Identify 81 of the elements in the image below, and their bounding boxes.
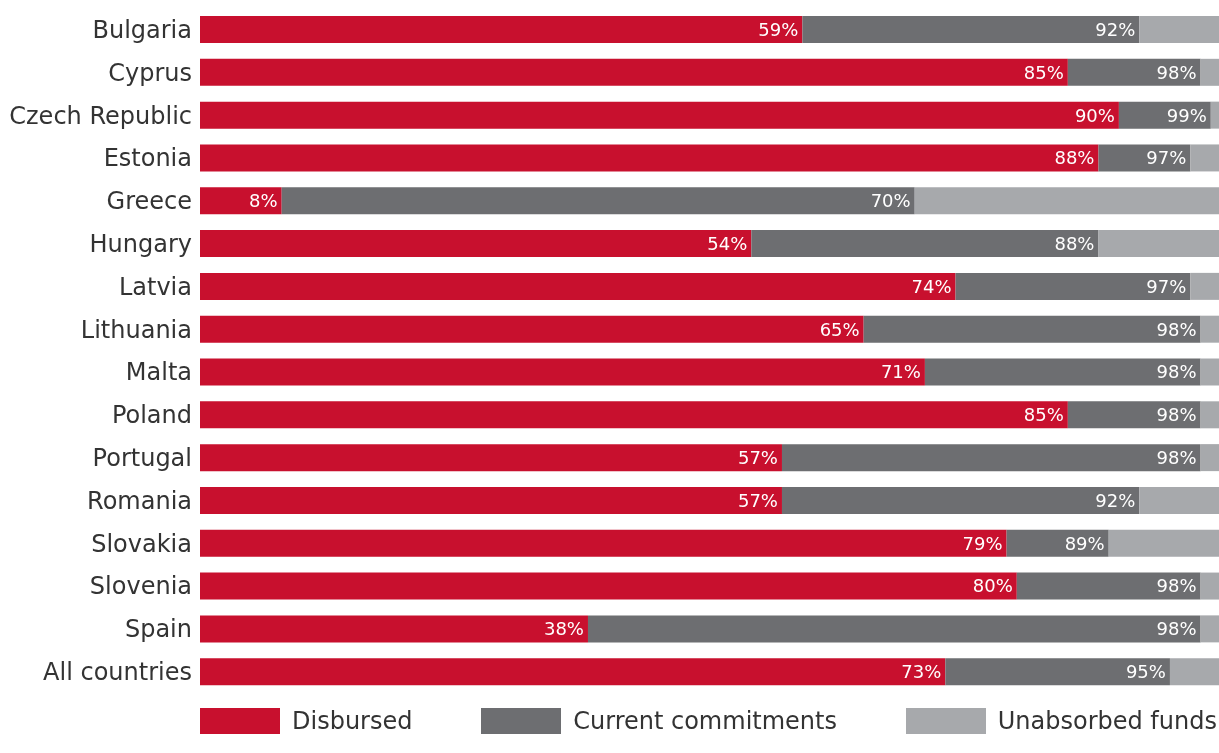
annotation: 98% <box>1156 575 1197 597</box>
annotation: 98% <box>1156 318 1197 340</box>
bar <box>1067 58 1201 86</box>
data-label: 59% <box>758 18 799 40</box>
bar <box>863 315 1201 343</box>
bar <box>281 187 915 215</box>
data-label: 74% <box>911 275 952 297</box>
y-tick-label: Lithuania <box>80 315 192 344</box>
data-label: 57% <box>737 447 778 469</box>
y-tick-label: Spain <box>124 615 192 644</box>
y-tick-label: Malta <box>125 358 192 387</box>
legend-label: Unabsorbed funds <box>997 707 1217 735</box>
bar <box>200 358 925 386</box>
data-label: 88% <box>1054 147 1095 169</box>
bar <box>1016 572 1201 600</box>
data-label: 73% <box>901 661 942 683</box>
annotation: 98% <box>1156 61 1197 83</box>
data-label: 79% <box>962 532 1003 554</box>
data-label: 80% <box>972 575 1013 597</box>
y-tick-label: Latvia <box>118 272 192 301</box>
bar <box>802 16 1140 43</box>
y-tick-label: Poland <box>111 401 192 430</box>
bar <box>200 529 1007 557</box>
bar <box>200 572 1017 600</box>
annotation: 97% <box>1146 275 1187 297</box>
bar <box>1098 144 1191 172</box>
bar <box>587 615 1201 643</box>
bar <box>781 444 1201 472</box>
data-label: 54% <box>707 232 748 254</box>
bar <box>200 658 946 686</box>
legend-label: Current commitments <box>573 707 837 735</box>
data-label: 85% <box>1023 61 1064 83</box>
bar <box>200 444 782 472</box>
data-label: 71% <box>880 361 921 383</box>
data-label: 85% <box>1023 404 1064 426</box>
annotation: 98% <box>1156 447 1197 469</box>
y-tick-label: All countries <box>43 658 192 687</box>
data-label: 57% <box>737 489 778 511</box>
annotation: 99% <box>1166 104 1207 126</box>
data-label: 65% <box>819 318 860 340</box>
bar <box>945 658 1170 686</box>
y-tick-label: Romania <box>87 486 192 515</box>
y-tick-label: Czech Republic <box>9 101 192 130</box>
y-tick-label: Cyprus <box>108 58 192 87</box>
bar <box>955 272 1191 300</box>
annotation: 89% <box>1064 532 1105 554</box>
data-label: 8% <box>249 190 278 212</box>
annotation: 97% <box>1146 147 1187 169</box>
annotation: 92% <box>1095 18 1136 40</box>
y-tick-label: Slovakia <box>91 529 192 558</box>
annotation: 88% <box>1054 232 1095 254</box>
annotation: 98% <box>1156 404 1197 426</box>
bar <box>751 230 1099 258</box>
data-label: 38% <box>543 618 584 640</box>
bar <box>200 16 803 43</box>
annotation: 70% <box>870 190 911 212</box>
annotation: 92% <box>1095 489 1136 511</box>
y-tick-label: Bulgaria <box>92 15 192 44</box>
y-tick-label: Estonia <box>103 144 192 173</box>
bar <box>200 401 1068 429</box>
annotation: 98% <box>1156 618 1197 640</box>
legend-label: Disbursed <box>292 707 413 735</box>
bar <box>200 315 864 343</box>
y-tick-label: Hungary <box>89 229 192 258</box>
bar <box>200 144 1099 172</box>
bar <box>781 486 1140 514</box>
y-tick-label: Slovenia <box>89 572 192 601</box>
bar <box>200 58 1068 86</box>
bar <box>200 230 752 258</box>
annotation: 98% <box>1156 361 1197 383</box>
bar <box>924 358 1201 386</box>
y-tick-label: Portugal <box>92 444 192 473</box>
data-label: 90% <box>1074 104 1115 126</box>
bar <box>200 486 782 514</box>
bar <box>200 187 282 215</box>
y-tick-label: Greece <box>106 187 192 216</box>
bar <box>200 615 588 643</box>
bar <box>200 101 1119 129</box>
bar <box>200 272 956 300</box>
bar <box>1067 401 1201 429</box>
annotation: 95% <box>1125 661 1166 683</box>
